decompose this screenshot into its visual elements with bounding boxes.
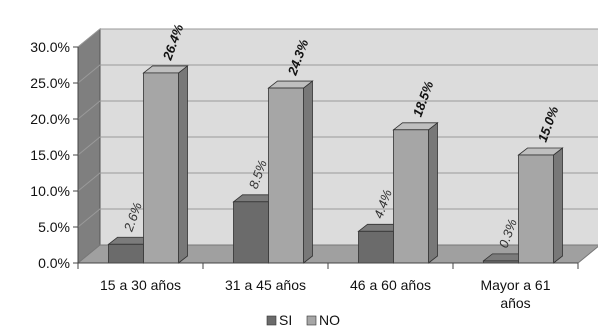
legend: SI NO	[266, 312, 340, 328]
gridline	[77, 64, 598, 84]
y-axis: 0.0% 5.0% 10.0% 15.0% 20.0% 25.0% 30.0%	[30, 39, 79, 271]
bar-no-side	[178, 65, 188, 264]
bar-no-side	[303, 80, 313, 264]
bars: 2.6%26.4%8.5%24.3%4.4%18.5%0.3%15.0%	[107, 22, 564, 264]
y-tick-label: 20.0%	[30, 111, 70, 127]
bar-no	[392, 121, 439, 264]
bar-si-front	[358, 230, 394, 264]
x-category-label: Mayor a 61 años	[480, 277, 550, 311]
y-tick-label: 0.0%	[38, 255, 70, 271]
bar-si-front	[108, 243, 144, 264]
legend-label-no: NO	[319, 312, 340, 328]
legend-swatch-si	[266, 315, 277, 326]
y-tick-label: 15.0%	[30, 147, 70, 163]
legend-swatch-no	[306, 315, 317, 326]
bar-no	[267, 80, 314, 264]
gridline	[77, 28, 598, 48]
bar-no	[142, 65, 189, 264]
x-category-label: 31 a 45 años	[225, 277, 306, 293]
x-category-label: 15 a 30 años	[100, 277, 181, 293]
x-category-label: 46 a 60 años	[350, 277, 431, 293]
bar-no-front	[518, 154, 554, 264]
bar-no-side	[428, 121, 438, 264]
bar-no-side	[553, 147, 563, 264]
y-tick-label: 25.0%	[30, 75, 70, 91]
y-tick-label: 5.0%	[38, 219, 70, 235]
bar-no-front	[143, 72, 179, 264]
bar-no	[517, 147, 564, 264]
bar-no-front	[268, 87, 304, 264]
bar-no-front	[393, 129, 429, 264]
bar-si-front	[233, 201, 269, 264]
legend-label-si: SI	[279, 312, 292, 328]
y-tick-label: 30.0%	[30, 39, 70, 55]
x-axis: 15 a 30 años 31 a 45 años 46 a 60 años Mayo…	[77, 262, 579, 311]
gridline	[77, 100, 598, 120]
y-tick-label: 10.0%	[30, 183, 70, 199]
